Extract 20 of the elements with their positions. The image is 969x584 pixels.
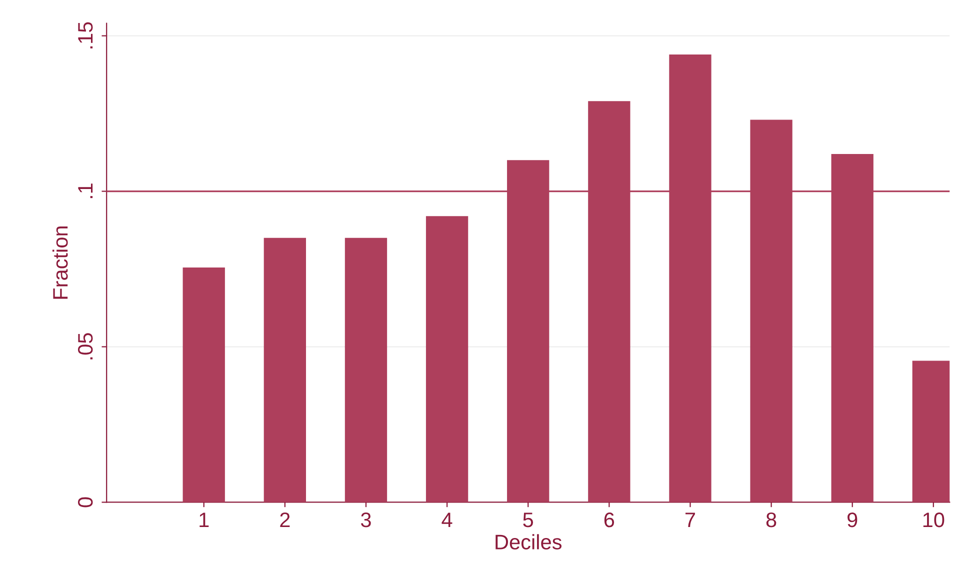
bar [264,238,306,502]
x-tick-label: 8 [766,512,776,528]
x-tick-label: 1 [200,512,209,528]
x-tick-label: 6 [604,512,614,528]
y-tick-label: 0 [78,497,93,508]
bar [426,216,468,502]
x-axis-title: Deciles [496,534,562,550]
y-axis-title: Fraction [52,226,68,299]
y-tick-label: .05 [78,333,93,360]
x-tick-label: 5 [523,512,534,528]
x-tick-label: 3 [360,512,371,528]
x-tick-label: 4 [442,512,452,528]
x-tick-label: 7 [686,512,695,528]
y-tick-label: .1 [78,184,93,198]
x-tick-label: 2 [280,512,290,528]
x-tick-label: 9 [848,512,858,528]
y-tick-label: .15 [78,22,93,48]
bar [344,238,388,502]
bar [182,267,225,502]
x-tick-label: 10 [923,512,944,528]
